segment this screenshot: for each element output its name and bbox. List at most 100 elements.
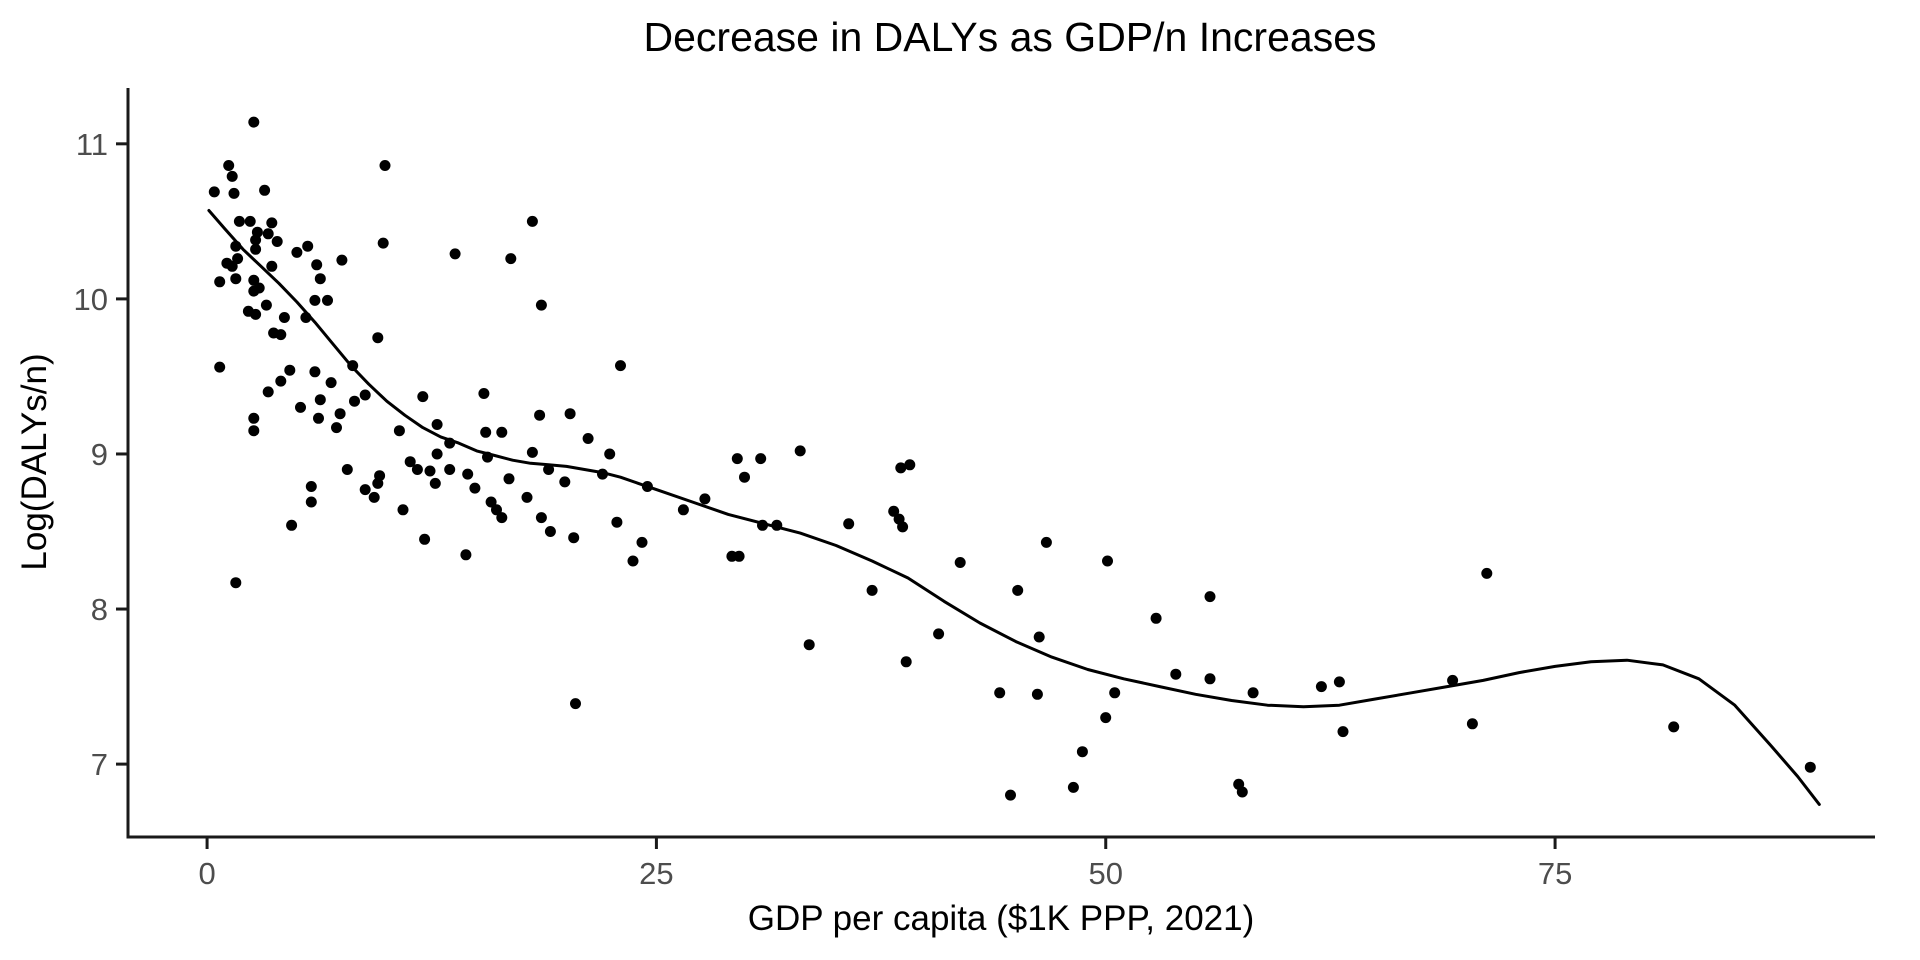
scatter-point bbox=[393, 425, 405, 437]
scatter-point bbox=[377, 237, 389, 249]
scatter-point bbox=[275, 375, 287, 387]
scatter-point bbox=[1333, 676, 1345, 688]
scatter-point bbox=[250, 243, 262, 255]
scatter-point bbox=[314, 394, 326, 406]
scatter-point bbox=[1109, 687, 1121, 699]
scatter-point bbox=[228, 187, 240, 199]
scatter-point bbox=[372, 477, 384, 489]
scatter-point bbox=[564, 408, 576, 420]
scatter-point bbox=[491, 504, 502, 516]
scatter-point bbox=[449, 248, 461, 260]
scatter-point bbox=[1033, 631, 1045, 643]
scatter-point bbox=[521, 491, 533, 503]
scatter-point bbox=[325, 377, 337, 389]
scatter-point bbox=[230, 273, 242, 285]
scatter-point bbox=[1481, 567, 1493, 579]
scatter-point bbox=[259, 184, 271, 196]
scatter-point bbox=[262, 228, 274, 240]
plot-title: Decrease in DALYs as GDP/n Increases bbox=[644, 14, 1377, 60]
scatter-point bbox=[505, 253, 517, 265]
scatter-point bbox=[341, 464, 353, 475]
scatter-point bbox=[1012, 584, 1024, 596]
scatter-point bbox=[1031, 688, 1043, 700]
scatter-point bbox=[803, 639, 815, 651]
scatter-point bbox=[226, 260, 238, 272]
scatter-point bbox=[271, 236, 283, 247]
scatter-point bbox=[1067, 781, 1079, 793]
scatter-point bbox=[895, 462, 907, 474]
scatter-point bbox=[286, 519, 298, 531]
y-tick-label: 9 bbox=[91, 437, 108, 472]
scatter-point bbox=[1100, 712, 1112, 724]
scatter-point bbox=[699, 493, 711, 505]
scatter-point bbox=[305, 481, 317, 492]
x-axis-label: GDP per capita ($1K PPP, 2021) bbox=[748, 899, 1255, 938]
x-tick-label: 25 bbox=[639, 856, 673, 891]
scatter-point bbox=[444, 464, 456, 475]
scatter-point bbox=[469, 482, 481, 494]
scatter-point bbox=[568, 532, 580, 544]
scatter-point bbox=[731, 453, 743, 465]
scatter-point bbox=[424, 465, 436, 477]
scatter-point bbox=[379, 160, 391, 171]
y-tick-label: 10 bbox=[74, 282, 108, 317]
scatter-point bbox=[359, 484, 371, 496]
scatter-point bbox=[214, 276, 226, 288]
scatter-point bbox=[336, 254, 348, 266]
scatter-point bbox=[526, 215, 538, 227]
scatter-point bbox=[755, 453, 767, 465]
y-tick-label: 8 bbox=[91, 592, 108, 627]
y-axis-label: Log(DALYs/n) bbox=[15, 353, 54, 570]
scatter-point bbox=[1204, 673, 1216, 685]
scatter-point bbox=[278, 312, 290, 323]
scatter-point bbox=[739, 471, 750, 483]
scatter-point bbox=[262, 386, 274, 398]
scatter-point bbox=[526, 446, 538, 458]
scatter-point bbox=[1804, 761, 1816, 773]
scatter-point bbox=[322, 294, 333, 306]
scatter-point bbox=[275, 329, 287, 341]
scatter-point bbox=[309, 366, 321, 378]
scatter-point bbox=[305, 496, 317, 508]
scatter-point bbox=[349, 395, 360, 407]
scatter-point bbox=[429, 477, 441, 489]
scatter-point bbox=[627, 555, 639, 567]
scatter-point bbox=[232, 253, 244, 265]
scatter-point bbox=[900, 656, 912, 668]
x-tick-label: 0 bbox=[198, 856, 215, 891]
scatter-point bbox=[534, 409, 546, 421]
scatter-point bbox=[1076, 746, 1088, 758]
scatter-point bbox=[1170, 668, 1182, 680]
scatter-point bbox=[417, 391, 429, 403]
scatter-point bbox=[248, 285, 260, 297]
scatter-point bbox=[570, 698, 581, 710]
scatter-point bbox=[604, 448, 616, 460]
scatter-point bbox=[266, 217, 278, 229]
scatter-point bbox=[1040, 536, 1052, 548]
scatter-point bbox=[904, 459, 916, 471]
scatter-point bbox=[611, 516, 623, 528]
scatter-point bbox=[1466, 718, 1478, 730]
scatter-point bbox=[313, 412, 324, 424]
scatter-point bbox=[244, 215, 256, 227]
scatter-point bbox=[535, 299, 547, 311]
scatter-point bbox=[543, 464, 555, 475]
scatter-point bbox=[496, 512, 508, 524]
scatter-point bbox=[677, 504, 689, 516]
scatter-point bbox=[226, 170, 238, 182]
scatter-point bbox=[460, 549, 472, 561]
y-tick-label: 11 bbox=[76, 127, 108, 162]
scatter-point bbox=[359, 389, 371, 401]
scatter-point bbox=[295, 401, 306, 413]
scatter-point bbox=[397, 504, 409, 516]
scatter-point bbox=[794, 445, 806, 457]
scatter-point bbox=[559, 476, 571, 488]
scatter-point bbox=[496, 426, 508, 438]
scatter-point bbox=[266, 260, 278, 272]
scatter-point bbox=[933, 628, 945, 640]
scatter-points-layer bbox=[208, 116, 1816, 801]
scatter-point bbox=[582, 433, 594, 444]
scatter-point bbox=[897, 521, 909, 533]
scatter-point bbox=[478, 388, 490, 399]
scatter-point bbox=[250, 234, 262, 246]
